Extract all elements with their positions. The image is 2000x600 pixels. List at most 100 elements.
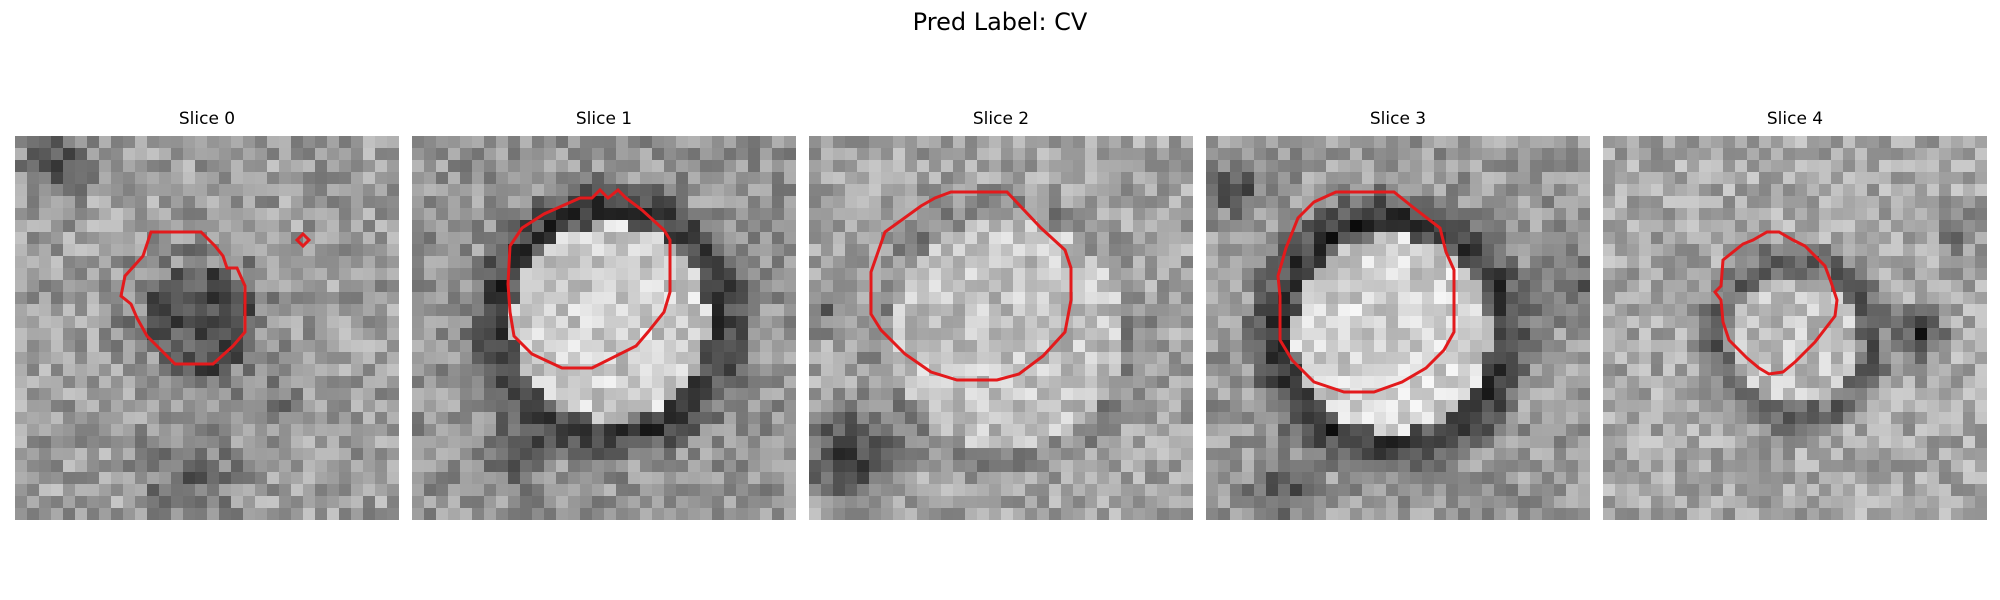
pixel [1578, 292, 1590, 305]
pixel [1061, 388, 1074, 401]
pixel [1302, 184, 1315, 197]
pixel [676, 508, 689, 520]
pixel [171, 412, 184, 425]
pixel [1157, 268, 1170, 281]
pixel [63, 316, 76, 329]
pixel [243, 220, 256, 233]
pixel [1446, 400, 1459, 413]
pixel [1747, 208, 1760, 221]
pixel [231, 208, 244, 221]
pixel [87, 484, 100, 497]
pixel [965, 400, 978, 413]
pixel [700, 256, 713, 269]
pixel [1025, 508, 1038, 520]
pixel [1338, 256, 1351, 269]
pixel [1542, 244, 1555, 257]
pixel [1266, 268, 1279, 281]
pixel [821, 244, 834, 257]
pixel [291, 508, 304, 520]
pixel [1374, 424, 1387, 437]
pixel [1903, 352, 1916, 365]
pixel [327, 208, 340, 221]
pixel [724, 460, 737, 473]
pixel [1001, 340, 1014, 353]
pixel [1831, 328, 1844, 341]
pixel [448, 376, 461, 389]
pixel [303, 280, 316, 293]
pixel [303, 268, 316, 281]
pixel [111, 148, 124, 161]
pixel [147, 412, 160, 425]
pixel [363, 136, 376, 149]
pixel [616, 508, 629, 520]
pixel [1699, 244, 1712, 257]
pixel [1530, 280, 1543, 293]
pixel [39, 340, 52, 353]
pixel [1819, 460, 1832, 473]
pixel [1927, 268, 1940, 281]
pixel [99, 460, 112, 473]
pixel [520, 460, 533, 473]
pixel [1651, 340, 1664, 353]
pixel [255, 304, 268, 317]
pixel [1458, 376, 1471, 389]
pixel [748, 340, 761, 353]
pixel [1169, 196, 1182, 209]
pixel [1554, 172, 1567, 185]
pixel [460, 160, 473, 173]
pixel [1663, 232, 1676, 245]
pixel [291, 412, 304, 425]
pixel [1013, 220, 1026, 233]
pixel [1518, 256, 1531, 269]
pixel [1578, 196, 1590, 209]
pixel [1181, 388, 1193, 401]
pixel [87, 412, 100, 425]
pixel [436, 472, 449, 485]
pixel [1386, 292, 1399, 305]
pixel [1410, 436, 1423, 449]
pixel [351, 412, 364, 425]
pixel [1169, 412, 1182, 425]
pixel [1735, 388, 1748, 401]
pixel [1073, 160, 1086, 173]
pixel [1603, 328, 1616, 341]
pixel [1627, 328, 1640, 341]
pixel [1169, 280, 1182, 293]
pixel [1049, 352, 1062, 365]
pixel [953, 280, 966, 293]
pixel [51, 496, 64, 509]
pixel [1675, 304, 1688, 317]
pixel [1542, 148, 1555, 161]
pixel [267, 280, 280, 293]
pixel [1446, 448, 1459, 461]
pixel [1494, 364, 1507, 377]
pixel [496, 148, 509, 161]
pixel [183, 496, 196, 509]
pixel [845, 352, 858, 365]
pixel [15, 376, 28, 389]
pixel [700, 472, 713, 485]
pixel [291, 328, 304, 341]
pixel [736, 376, 749, 389]
pixel [1807, 208, 1820, 221]
pixel [75, 220, 88, 233]
pixel [39, 460, 52, 473]
pixel [772, 424, 785, 437]
pixel [327, 304, 340, 317]
pixel [724, 472, 737, 485]
pixel [111, 424, 124, 437]
pixel [315, 340, 328, 353]
pixel [448, 196, 461, 209]
pixel [484, 436, 497, 449]
pixel [1639, 280, 1652, 293]
pixel [1061, 352, 1074, 365]
pixel [917, 148, 930, 161]
pixel [327, 280, 340, 293]
pixel [1446, 184, 1459, 197]
pixel [616, 448, 629, 461]
pixel [412, 388, 425, 401]
pixel [724, 364, 737, 377]
pixel [1157, 136, 1170, 149]
pixel [1807, 172, 1820, 185]
pixel [496, 244, 509, 257]
